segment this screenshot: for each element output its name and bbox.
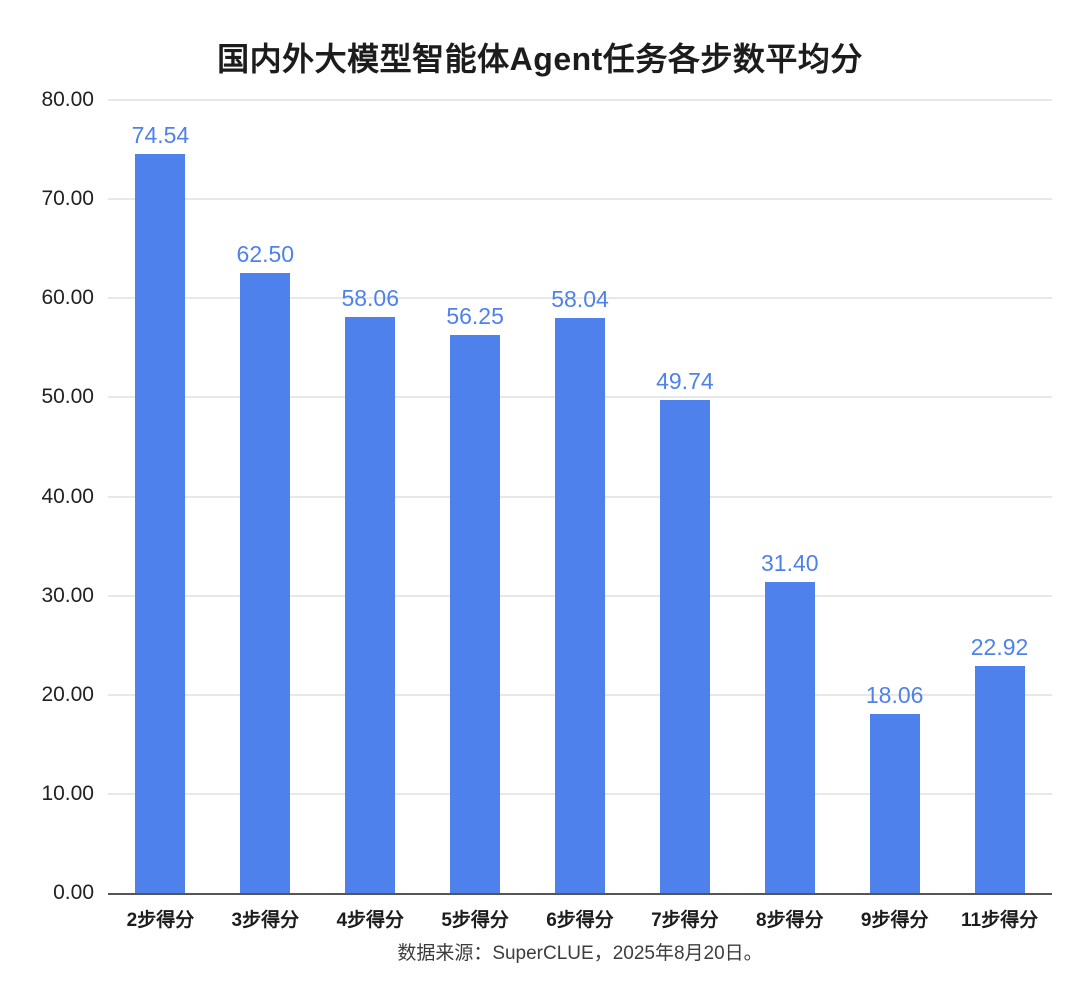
bar xyxy=(869,713,920,893)
y-tick-label: 10.00 xyxy=(41,781,94,805)
y-tick-label: 70.00 xyxy=(41,187,94,211)
bar-value-label: 31.40 xyxy=(760,549,819,576)
x-tick-label: 6步得分 xyxy=(546,910,614,931)
bar-value-label: 58.06 xyxy=(341,285,399,312)
bar xyxy=(555,317,605,893)
bar xyxy=(345,317,396,893)
x-tick-label: 9步得分 xyxy=(860,910,929,931)
bar-value-label: 56.25 xyxy=(446,303,504,330)
gridline xyxy=(108,99,1052,101)
bar-value-label: 18.06 xyxy=(865,681,924,708)
bar-value-label: 49.74 xyxy=(656,367,714,394)
plot-area: 74.54 62.50 58.06 56.25 58.04 49.74 31.40 18.06… xyxy=(108,99,1052,895)
gridline xyxy=(108,198,1052,201)
y-tick-label: 40.00 xyxy=(41,484,94,508)
x-tick-label: 3步得分 xyxy=(231,910,300,931)
x-tick-label: 8步得分 xyxy=(756,910,824,931)
bar xyxy=(659,399,710,893)
gridline xyxy=(108,297,1052,300)
y-tick-label: 0.00 xyxy=(53,881,94,904)
y-tick-label: 20.00 xyxy=(41,682,94,706)
data-source-note: 数据来源：SuperCLUE，2025年8月20日。 xyxy=(397,943,763,964)
bar-value-label: 22.92 xyxy=(970,633,1029,660)
y-tick-label: 30.00 xyxy=(41,583,94,607)
bar xyxy=(450,335,501,893)
bar-value-label: 74.54 xyxy=(131,122,190,149)
y-tick-label: 60.00 xyxy=(41,286,94,310)
x-tick-label: 2步得分 xyxy=(126,910,195,931)
x-tick-label: 7步得分 xyxy=(651,910,719,931)
bar xyxy=(240,273,291,893)
bar xyxy=(764,581,815,893)
x-tick-label: 5步得分 xyxy=(441,910,509,931)
y-tick-label: 50.00 xyxy=(41,385,94,409)
bar xyxy=(974,665,1025,893)
x-tick-label: 11步得分 xyxy=(961,910,1039,931)
y-axis-labels: 0.00 10.00 20.00 30.00 40.00 50.00 60.00 70.00 8… xyxy=(0,88,94,904)
chart-title: 国内外大模型智能体Agent任务各步数平均分 xyxy=(217,41,863,77)
x-axis-labels: 2步得分 3步得分 4步得分 5步得分 6步得分 7步得分 8步得分 9步得分 11步得分 xyxy=(108,905,1052,932)
bar-value-label: 58.04 xyxy=(551,285,609,312)
x-tick-label: 4步得分 xyxy=(336,910,405,931)
y-tick-label: 80.00 xyxy=(41,88,94,111)
bar-value-label: 62.50 xyxy=(236,241,295,268)
bar xyxy=(135,154,186,893)
